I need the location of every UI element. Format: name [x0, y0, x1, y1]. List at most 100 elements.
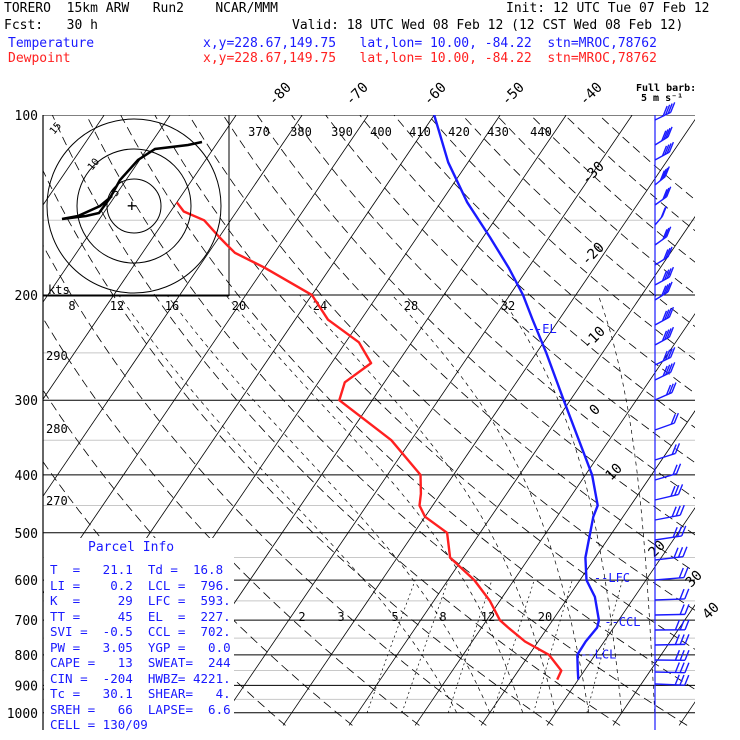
wind-barb-flag [662, 167, 669, 179]
wind-barb-flag [665, 364, 671, 376]
wind-barb-flag [667, 281, 673, 293]
dewpoint-line [175, 201, 563, 681]
wind-barb-staff [654, 535, 682, 541]
wind-barb-flag [667, 363, 673, 374]
wind-barb [654, 306, 675, 326]
isotherm-label: -60 [421, 80, 450, 109]
wind-barb-flag [679, 662, 685, 673]
parcel-info-row: LI = 0.2 LCL = 796. [50, 577, 231, 593]
model-run-title: TORERO 15km ARW Run2 NCAR/MMM [4, 1, 278, 16]
wind-barb [654, 412, 679, 431]
wind-speed-label: 28 [404, 299, 418, 313]
isotherm-label: -70 [343, 80, 372, 109]
wind-barb [654, 546, 688, 561]
pressure-label: 600 [15, 574, 38, 589]
wind-barb [654, 246, 673, 266]
wind-barb [654, 281, 673, 301]
parcel-info-row: Tc = 30.1 SHEAR= 4. [50, 686, 231, 701]
dry-adiabat [222, 115, 695, 573]
wind-barb-flag [674, 649, 681, 661]
wind-barb-flag [684, 634, 690, 645]
wind-barb-flag [684, 619, 690, 631]
dry-adiabat [256, 115, 695, 536]
parcel-level-label: --LFC [594, 571, 630, 585]
wind-barb-flag [662, 365, 668, 377]
isotherm [612, 604, 695, 726]
wind-barb [654, 206, 668, 226]
wind-barb-staff [654, 391, 673, 401]
wind-barb-staff [654, 473, 677, 481]
moist-adiabat [498, 294, 623, 713]
wind-barb-flag [662, 229, 668, 240]
wind-barb-flag [667, 348, 673, 359]
wind-barb-staff [654, 316, 670, 326]
wind-barb [654, 326, 675, 346]
dry-adiabat [427, 115, 695, 361]
wind-barb-flag [681, 525, 687, 537]
wind-barb-flag [668, 306, 675, 318]
wind-barb-flag [670, 362, 676, 373]
isotherm [546, 507, 695, 726]
wind-barb-flag [665, 104, 671, 116]
wind-barb-flag [663, 129, 669, 140]
isotherm [43, 115, 105, 206]
theta-label: 440 [530, 125, 552, 139]
parcel-level-label: --LCL [580, 648, 616, 662]
mixing-ratio-label: 20 [538, 610, 552, 624]
wind-barb-flag [664, 187, 670, 199]
wind-barbs [654, 102, 690, 730]
wind-barb-staff [654, 371, 671, 381]
dry-adiabat [290, 115, 695, 499]
wind-barb [654, 463, 682, 481]
wind-barb-flag [665, 349, 671, 361]
dry-adiabat [529, 115, 695, 263]
wind-barb [654, 362, 676, 381]
parcel-level-label: --EL [528, 322, 557, 336]
pressure-label: 500 [15, 527, 38, 542]
isotherm-label: -10 [580, 324, 609, 353]
dry-adiabat [43, 169, 554, 726]
wind-barb [654, 662, 690, 674]
wind-barb-flag [668, 383, 674, 395]
wind-barb [654, 504, 685, 521]
wind-barb-flag [670, 413, 676, 425]
wind-barb-staff [654, 215, 663, 226]
wind-barb [654, 567, 689, 581]
moist-adiabat [225, 294, 524, 713]
wind-barb-flag [674, 443, 681, 454]
wind-barb-flag [675, 463, 682, 474]
full-barb-units: 5 m s⁻¹ [641, 93, 684, 104]
mixing-ratio-label: 12 [481, 610, 495, 624]
wind-barb-flag [682, 546, 688, 557]
wind-barb-staff [654, 276, 670, 286]
wind-speed-label: 8 [68, 299, 75, 313]
wind-barb-flag [668, 266, 675, 278]
isotherm-label: 40 [700, 600, 723, 623]
wind-barb-flag [667, 103, 673, 114]
theta-label: 290 [46, 349, 68, 363]
isotherm [414, 313, 695, 726]
wind-barb [654, 649, 690, 661]
wind-barb-staff [654, 111, 671, 121]
wind-barb-staff [654, 291, 669, 301]
mixing-ratio-line [492, 579, 535, 713]
wind-barb-flag [661, 285, 667, 297]
pressure-label: 1000 [7, 707, 38, 722]
wind-barb-staff [654, 196, 668, 206]
wind-barb-flag [684, 650, 690, 661]
wind-barb-flag [664, 329, 670, 340]
mixing-ratio-line [447, 579, 493, 713]
dry-adiabat [359, 115, 695, 429]
init-time: Init: 12 UTC Tue 07 Feb 12 [506, 1, 710, 16]
dry-adiabat [154, 115, 695, 650]
wind-barb-flag [663, 249, 669, 260]
hodograph-ring [76, 148, 192, 264]
dry-adiabat [51, 115, 621, 726]
wind-barb-flag [665, 384, 672, 396]
theta-label: 410 [409, 125, 431, 139]
wind-barb [654, 186, 672, 206]
temperature-location: x,y=228.67,149.75 lat,lon= 10.00, -84.22… [203, 36, 657, 51]
wind-barb [654, 102, 676, 121]
